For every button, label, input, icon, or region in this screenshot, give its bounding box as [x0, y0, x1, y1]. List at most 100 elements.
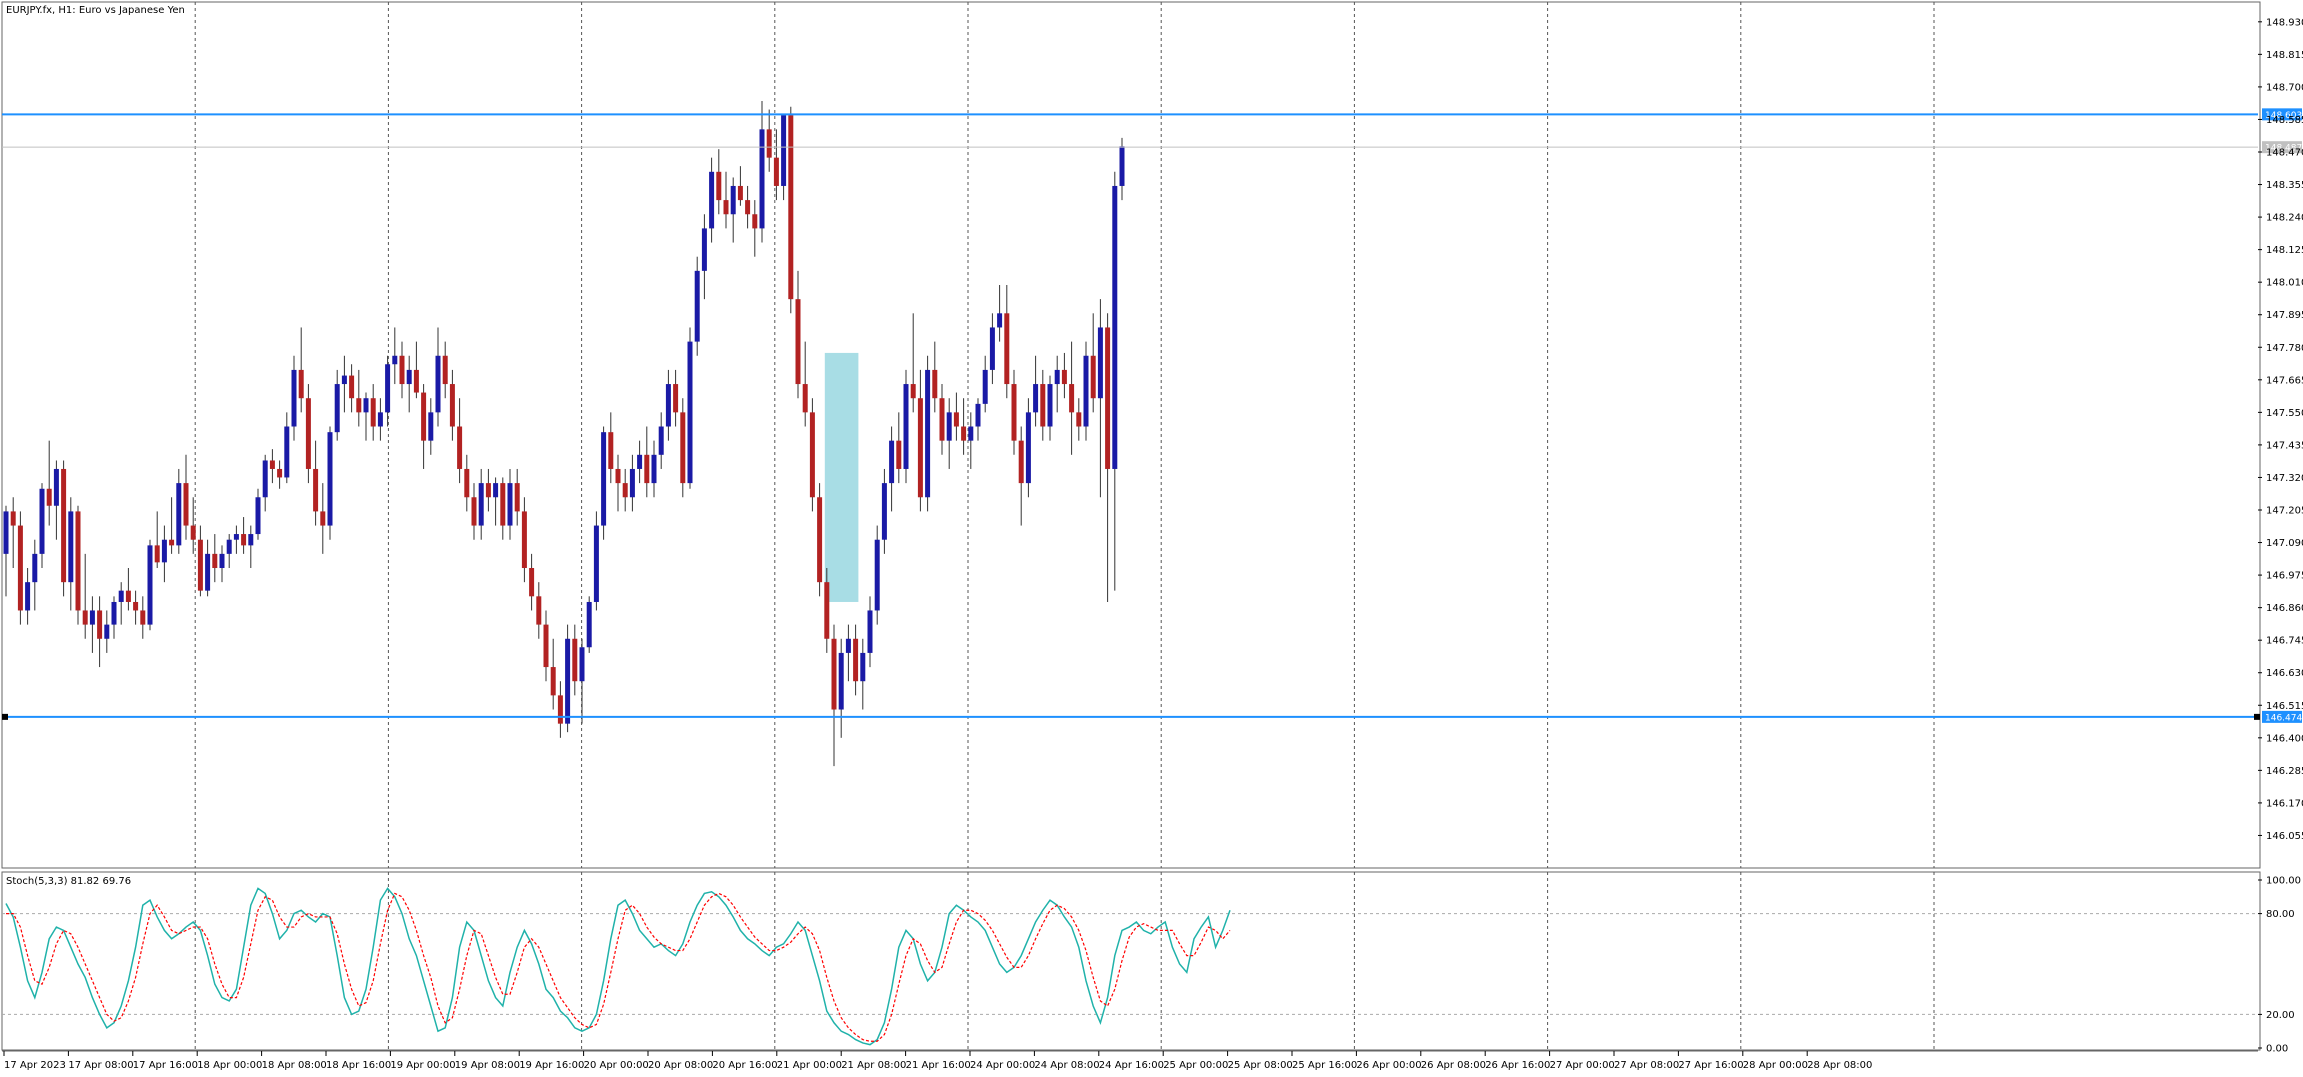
candle — [759, 101, 765, 243]
bear-candle-body — [169, 539, 175, 546]
bull-candle-body — [1112, 185, 1118, 469]
candle — [723, 171, 729, 229]
price-tick-label: 148.355 — [2266, 180, 2303, 191]
bear-candle-body — [824, 582, 830, 639]
bear-candle-body — [953, 412, 959, 427]
candle — [255, 488, 261, 540]
time-tick-label: 27 Apr 08:00 — [1614, 1060, 1679, 1071]
bull-candle-body — [363, 398, 369, 413]
stochastic-axis[interactable]: 100.00 80.00 20.00 0.00 — [2258, 876, 2301, 1055]
bear-candle-body — [269, 460, 275, 469]
price-tick-label: 148.470 — [2266, 147, 2303, 158]
price-axis[interactable]: 148.930 148.815 148.700 148.585 148.470 148.3… — [2258, 17, 2303, 842]
bear-candle-body — [557, 695, 563, 724]
candle — [10, 497, 16, 569]
candle — [586, 596, 592, 653]
bull-candle-body — [593, 525, 599, 602]
candle — [536, 582, 542, 639]
price-pane[interactable] — [1, 1, 2261, 869]
bear-candle-body — [1105, 327, 1111, 469]
bear-candle-body — [529, 568, 535, 597]
candle — [1069, 341, 1075, 455]
bear-candle-body — [46, 488, 52, 506]
bear-candle-body — [1011, 384, 1017, 441]
bull-candle-body — [946, 412, 952, 441]
bull-candle-body — [392, 355, 398, 365]
bull-candle-body — [147, 545, 153, 625]
candle — [608, 412, 614, 484]
bear-candle-body — [485, 483, 491, 498]
candle — [1112, 171, 1118, 591]
candle — [773, 129, 779, 201]
highlight-zone[interactable] — [824, 352, 859, 602]
bull-candle-body — [845, 638, 851, 653]
horizontal-lines[interactable]: 148.603 148.487 146.474 — [2, 108, 2302, 723]
candle — [1025, 398, 1031, 498]
bear-candle-body — [183, 483, 189, 526]
candle — [349, 364, 355, 413]
bull-candle-body — [219, 553, 225, 569]
bear-candle-body — [1076, 412, 1082, 427]
bear-candle-body — [831, 638, 837, 710]
candle — [176, 468, 182, 554]
bull-candle-body — [377, 412, 383, 427]
support-anchor-right[interactable] — [2254, 713, 2260, 720]
support-price-label: 146.474 — [2262, 710, 2302, 723]
highlight-rectangle[interactable] — [824, 352, 859, 602]
candle — [413, 341, 419, 399]
bull-candle-body — [586, 601, 592, 648]
bull-candle-body — [406, 369, 412, 385]
candle — [471, 483, 477, 540]
candle — [716, 149, 722, 215]
bull-candle-body — [989, 327, 995, 370]
price-tick-label: 147.435 — [2266, 440, 2303, 451]
price-tick-label: 146.055 — [2266, 831, 2303, 842]
bear-candle-body — [197, 539, 203, 591]
stochastic-pane[interactable] — [1, 871, 2261, 1051]
bull-candle-body — [925, 369, 931, 498]
candle — [248, 525, 254, 569]
time-axis[interactable]: 17 Apr 2023 17 Apr 08:00 17 Apr 16:00 18 Ap… — [2, 1050, 2258, 1071]
bull-candle-body — [1033, 384, 1039, 413]
bear-candle-body — [572, 638, 578, 682]
candle — [817, 483, 823, 597]
candle — [39, 483, 45, 569]
bull-candle-body — [781, 115, 787, 186]
bull-candle-body — [291, 369, 297, 427]
bull-candle-body — [701, 228, 707, 271]
candle — [406, 355, 412, 413]
candle — [17, 511, 23, 625]
bear-candle-body — [356, 398, 362, 413]
candle — [730, 177, 736, 243]
price-tick-label: 147.205 — [2266, 505, 2303, 516]
candle — [701, 214, 707, 300]
candle — [572, 624, 578, 696]
bear-candle-body — [644, 454, 650, 484]
bull-candle-body — [255, 497, 261, 535]
candle — [1004, 285, 1010, 399]
time-tick-label: 19 Apr 00:00 — [390, 1060, 455, 1071]
bear-candle-body — [442, 355, 448, 385]
candle — [241, 517, 247, 554]
bear-candle-body — [802, 384, 808, 413]
main-vertical-grid — [194, 2, 1935, 868]
candle — [752, 200, 758, 257]
price-tick-label: 148.240 — [2266, 213, 2303, 224]
candle — [212, 534, 218, 583]
candle — [190, 497, 196, 554]
bull-candle-body — [53, 468, 59, 506]
candle — [219, 545, 225, 583]
stochastic-lines — [5, 887, 1231, 1046]
bull-candle-body — [385, 364, 391, 413]
candle — [284, 412, 290, 484]
bull-candle-body — [262, 460, 268, 498]
bull-candle-body — [89, 610, 95, 625]
bull-candle-body — [1083, 355, 1089, 427]
candle — [82, 553, 88, 639]
candle — [514, 468, 520, 526]
support-anchor-left[interactable] — [2, 713, 8, 720]
bear-candle-body — [752, 214, 758, 229]
candle — [313, 440, 319, 526]
